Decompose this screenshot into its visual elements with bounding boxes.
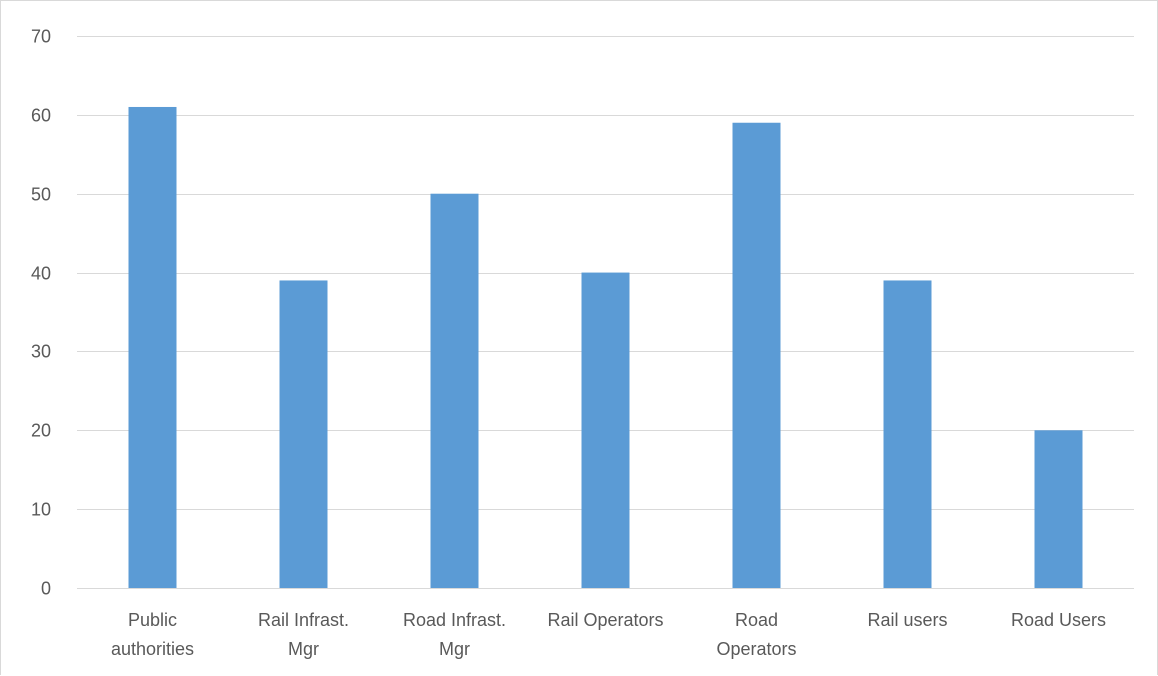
- x-tick-label: Rail Operators: [547, 610, 663, 630]
- bar: [732, 122, 781, 589]
- bar: [883, 280, 932, 588]
- y-tick-label: 10: [31, 500, 51, 520]
- x-tick-label-line: Public: [128, 610, 177, 630]
- bar: [430, 193, 479, 588]
- x-tick-label-line: Road: [735, 610, 778, 630]
- x-tick-label-line: Mgr: [288, 639, 319, 659]
- x-tick-label-line: Operators: [716, 639, 796, 659]
- y-tick-label: 70: [31, 27, 51, 47]
- x-tick-label-line: Road Users: [1011, 610, 1106, 630]
- x-tick-label: Road Operators: [716, 610, 796, 659]
- bar: [581, 272, 630, 588]
- y-tick-label: 50: [31, 185, 51, 205]
- y-tick-label: 40: [31, 264, 51, 284]
- x-tick-label: Rail Infrast. Mgr: [258, 610, 349, 659]
- bar: [128, 106, 177, 588]
- x-tick-label-line: Road Infrast.: [403, 610, 506, 630]
- x-tick-label-line: authorities: [111, 639, 194, 659]
- x-tick-label: Rail users: [867, 610, 947, 630]
- y-tick-label: 0: [41, 579, 51, 599]
- x-tick-label-line: Rail Infrast.: [258, 610, 349, 630]
- bars: [128, 106, 1083, 589]
- y-axis-tick-labels: 0 10 20 30 40 50 60 70: [31, 27, 51, 599]
- bar: [1034, 430, 1083, 588]
- x-tick-label: Road Users: [1011, 610, 1106, 630]
- bar: [279, 280, 328, 588]
- x-tick-label: Public authorities: [111, 610, 194, 659]
- x-tick-label: Road Infrast. Mgr: [403, 610, 506, 659]
- x-tick-label-line: Mgr: [439, 639, 470, 659]
- y-tick-label: 20: [31, 421, 51, 441]
- y-tick-label: 60: [31, 106, 51, 126]
- x-tick-label-line: Rail Operators: [547, 610, 663, 630]
- x-tick-label-line: Rail users: [867, 610, 947, 630]
- y-tick-label: 30: [31, 342, 51, 362]
